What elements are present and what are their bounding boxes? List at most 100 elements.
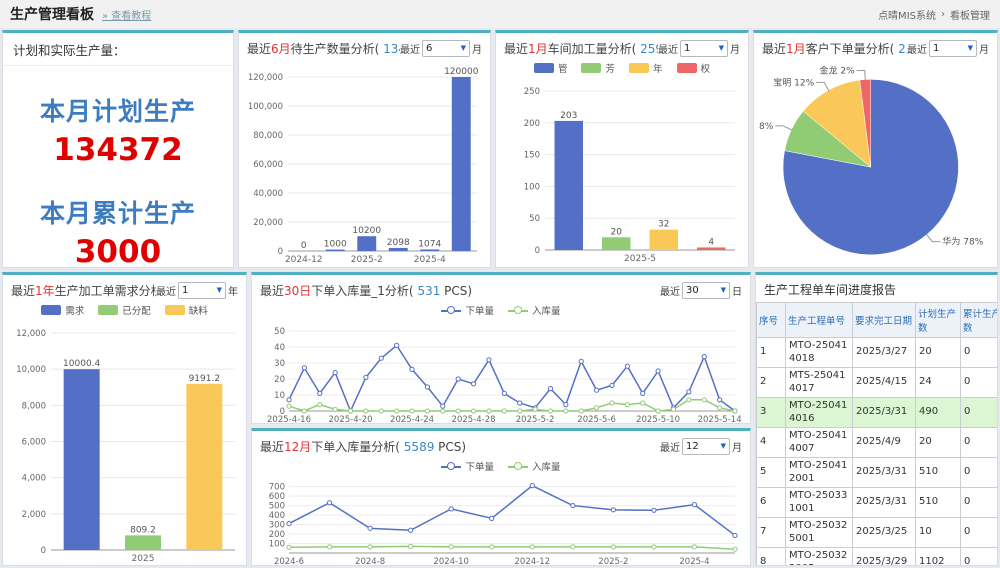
legend-item[interactable]: 下单量: [441, 303, 494, 317]
legend-item[interactable]: 入库量: [508, 459, 561, 473]
svg-text:40,000: 40,000: [253, 189, 283, 199]
panel-title: 最近1月客户下单量分析( 259 单): [762, 42, 907, 56]
demand-analysis-bar-chart: 0 2,000 4,000 6,000 8,000 10,000 12,000 10000.4…: [16, 329, 235, 564]
table-row[interactable]: 7 MTO-250325001 2025/3/25 10 0: [756, 517, 997, 548]
panel-title: 最近6月待生产数量分析( 134372 PCS): [247, 42, 400, 56]
top-header-bar: 生产管理看板 » 查看教程 点晴MIS系统 › 看板管理: [0, 0, 1000, 28]
svg-text:0: 0: [535, 246, 540, 256]
svg-text:2024-10: 2024-10: [433, 557, 469, 566]
table-row[interactable]: 3 MTO-250414016 2025/3/31 490 0: [756, 397, 997, 428]
legend-item[interactable]: 管: [533, 61, 567, 75]
pending-production-bar-chart: 0 20,000 40,000 60,000 80,000 100,000 120,000 0…: [248, 67, 479, 265]
svg-text:120,000: 120,000: [248, 73, 283, 83]
svg-text:2025-2: 2025-2: [351, 255, 383, 265]
rect-marker-icon: [98, 305, 119, 315]
chevron-down-icon: ▼: [718, 44, 724, 52]
bar: [124, 535, 161, 550]
recent-range-select[interactable]: 12 ▼: [682, 438, 730, 455]
svg-text:150: 150: [524, 151, 540, 161]
line-marker-icon: [441, 306, 462, 314]
svg-text:1000: 1000: [324, 240, 347, 250]
table-column-header: 生产工程单号: [785, 302, 853, 338]
svg-text:10: 10: [274, 391, 285, 401]
recent-range-control: 最近 1 ▼ 年: [156, 282, 238, 299]
legend-item[interactable]: 入库量: [508, 303, 561, 317]
legend-item[interactable]: 需求: [41, 303, 84, 317]
svg-text:9191.2: 9191.2: [188, 374, 220, 384]
svg-text:2025-4-16: 2025-4-16: [267, 415, 311, 424]
mis-system-link[interactable]: 点晴MIS系统: [878, 10, 936, 22]
svg-text:700: 700: [269, 483, 285, 493]
recent-range-select[interactable]: 30 ▼: [682, 282, 730, 299]
svg-text:2025-2: 2025-2: [598, 557, 628, 566]
legend-item[interactable]: 已分配: [98, 303, 151, 317]
bar: [63, 369, 100, 550]
workshop-volume-bar-chart: 0 50 100 150 200 250 203 20 32 4 2025-5: [524, 87, 735, 264]
legend-item[interactable]: 权: [676, 61, 710, 75]
legend-item[interactable]: 缺料: [164, 303, 208, 317]
breadcrumb-separator: ›: [941, 8, 945, 20]
rect-marker-icon: [164, 305, 185, 315]
line-marker-icon: [508, 306, 528, 314]
rect-marker-icon: [676, 63, 697, 73]
recent-range-select[interactable]: 1 ▼: [178, 282, 226, 299]
chart-legend: 下单量 入库量: [252, 303, 750, 317]
svg-text:2025-5-14: 2025-5-14: [698, 415, 742, 424]
svg-text:2025-4: 2025-4: [679, 557, 709, 566]
svg-text:0: 0: [40, 546, 45, 556]
kanban-manage-link[interactable]: 看板管理: [950, 10, 990, 22]
svg-text:30: 30: [274, 359, 285, 369]
svg-text:300: 300: [269, 521, 285, 531]
svg-text:200: 200: [269, 530, 285, 540]
planned-production-label: 本月计划生产: [39, 97, 196, 126]
svg-text:2,000: 2,000: [21, 510, 45, 520]
svg-text:2024-8: 2024-8: [355, 557, 385, 566]
legend-item[interactable]: 下单量: [441, 459, 494, 473]
recent-range-select[interactable]: 6 ▼: [422, 40, 470, 57]
bar: [357, 236, 377, 251]
progress-report-table: 序号 生产工程单号 要求完工日期 计划生产数 累计生产数 1 MTO-250414018 2…: [756, 302, 997, 565]
svg-text:10200: 10200: [352, 226, 381, 236]
svg-text:809.2: 809.2: [130, 525, 156, 535]
table-row[interactable]: 5 MTO-250412001 2025/3/31 510 0: [756, 457, 997, 488]
svg-text:100: 100: [524, 182, 540, 192]
table-row[interactable]: 4 MTO-250414007 2025/4/9 20 0: [756, 427, 997, 458]
table-row[interactable]: 2 MTS-250414017 2025/4/15 24 0: [756, 367, 997, 398]
svg-text:50: 50: [529, 214, 540, 224]
rect-marker-icon: [533, 63, 554, 73]
svg-text:2098: 2098: [387, 238, 410, 248]
svg-text:2024-6: 2024-6: [274, 557, 304, 566]
view-tutorial-link[interactable]: » 查看教程: [102, 11, 152, 22]
svg-text:2025-4-20: 2025-4-20: [329, 415, 373, 424]
bar: [697, 247, 726, 250]
panel-title: 最近12月下单入库量分析( 5589 PCS): [260, 440, 467, 454]
svg-text:0: 0: [301, 241, 307, 251]
svg-text:2025-4-24: 2025-4-24: [390, 415, 434, 424]
svg-text:宝明 12%: 宝明 12%: [773, 76, 814, 88]
table-title: 生产工程单车间进度报告: [764, 283, 897, 297]
table-row[interactable]: 6 MTO-250331001 2025/3/31 510 0: [756, 487, 997, 518]
bar: [554, 120, 583, 250]
recent-range-select[interactable]: 1 ▼: [680, 40, 728, 57]
legend-item[interactable]: 年: [629, 61, 663, 75]
recent-range-select[interactable]: 1 ▼: [929, 40, 977, 57]
svg-text:4: 4: [708, 237, 714, 247]
chevron-down-icon: ▼: [720, 442, 726, 450]
svg-text:10000.4: 10000.4: [63, 359, 100, 369]
svg-text:2025: 2025: [131, 554, 154, 564]
customer-orders-pie-chart: 华为 78% CL 8% 宝明 12% 金龙 2%: [757, 65, 984, 256]
svg-text:80,000: 80,000: [253, 131, 283, 141]
rect-marker-icon: [581, 63, 602, 73]
svg-text:100: 100: [269, 540, 285, 550]
svg-text:0: 0: [278, 247, 283, 257]
legend-item[interactable]: 芳: [581, 61, 615, 75]
progress-report-panel: 生产工程单车间进度报告 序号 生产工程单号 要求完工日期 计划生产数 累计生产数 1 MT…: [755, 272, 998, 566]
svg-text:CL 8%: CL 8%: [757, 122, 774, 132]
table-row[interactable]: 1 MTO-250414018 2025/3/27 20 0: [756, 337, 997, 368]
bar: [451, 77, 471, 251]
svg-text:金龙 2%: 金龙 2%: [820, 65, 856, 77]
svg-text:250: 250: [524, 87, 540, 97]
